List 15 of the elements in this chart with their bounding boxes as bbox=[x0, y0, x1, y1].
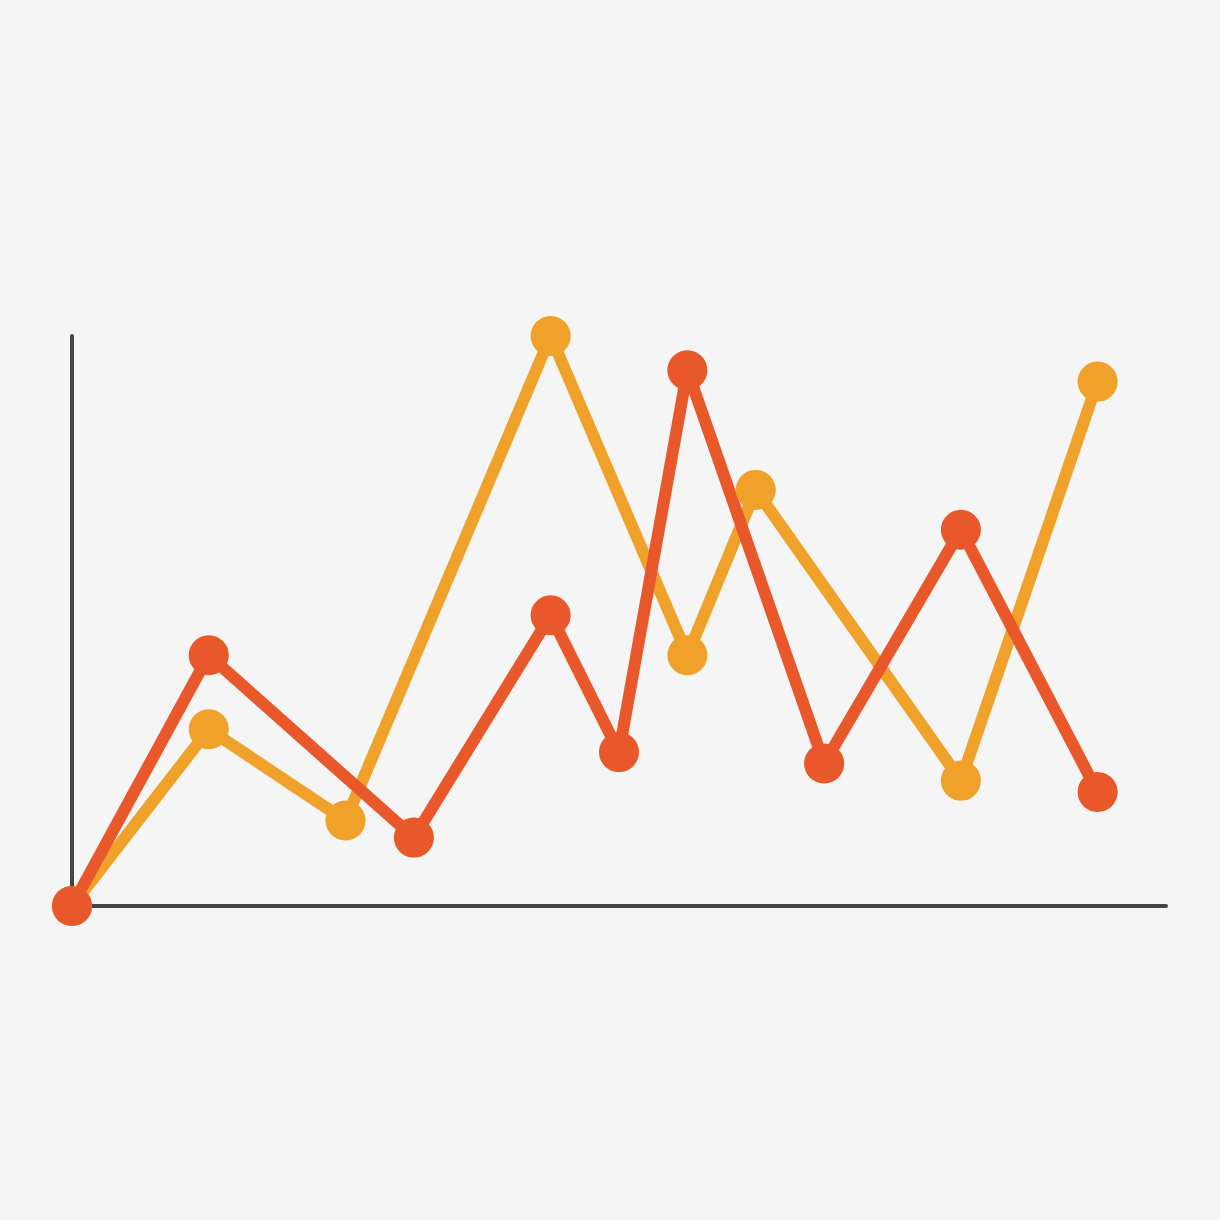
point bbox=[530, 316, 571, 356]
point bbox=[188, 635, 229, 676]
point bbox=[667, 350, 708, 391]
point bbox=[325, 800, 366, 841]
point bbox=[667, 635, 708, 676]
point bbox=[1077, 772, 1118, 812]
point bbox=[530, 595, 571, 636]
point bbox=[940, 760, 981, 801]
point bbox=[599, 732, 639, 773]
point bbox=[188, 709, 229, 750]
point bbox=[393, 817, 434, 858]
point bbox=[804, 743, 845, 784]
point bbox=[1077, 361, 1118, 402]
point bbox=[735, 469, 776, 510]
point bbox=[940, 509, 981, 550]
